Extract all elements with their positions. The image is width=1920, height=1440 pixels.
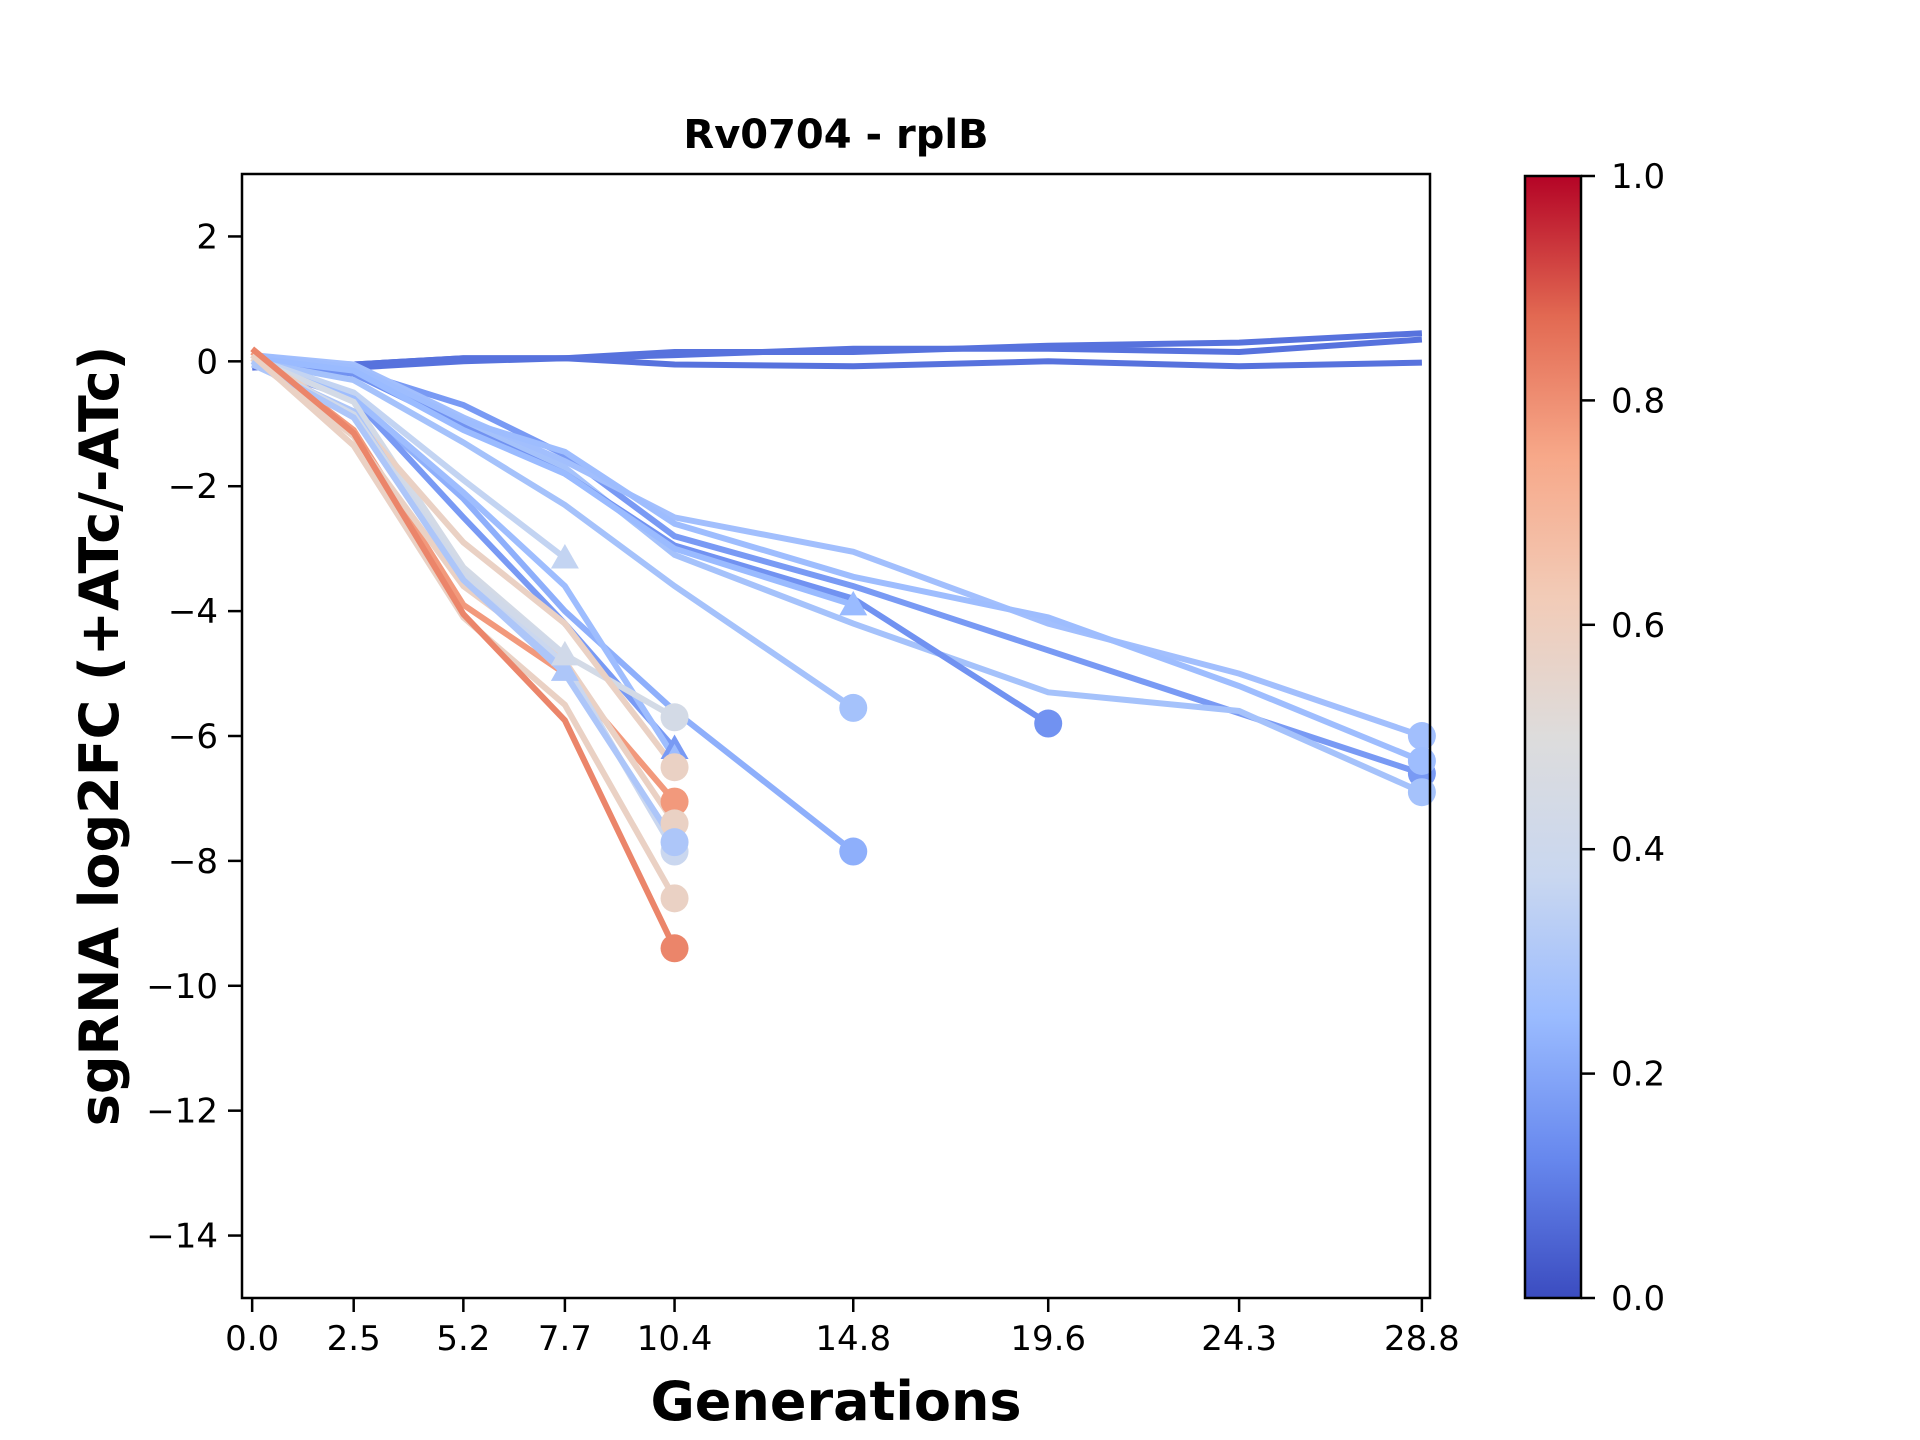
series-line-sg10 bbox=[251, 358, 855, 711]
y-tick-label: 2 bbox=[196, 217, 218, 257]
colorbar-tick-label: 0.8 bbox=[1611, 381, 1665, 421]
series-endpoint-sg16 bbox=[660, 753, 689, 782]
series-line-sg22 bbox=[250, 358, 678, 844]
x-tick-label: 10.4 bbox=[637, 1319, 713, 1359]
series-endpoint-sg5 bbox=[1407, 722, 1436, 750]
y-tick-label: −6 bbox=[168, 717, 218, 757]
series-line-sg24 bbox=[250, 346, 678, 950]
series-line-sg3 bbox=[252, 355, 1422, 370]
y-tick-label: −12 bbox=[146, 1092, 218, 1132]
colorbar-gradient bbox=[1523, 174, 1583, 1300]
x-axis: 0.0 2.5 5.2 7.7 10.4 14.8 19.6 24.3 28.8 bbox=[225, 1298, 1460, 1359]
x-tick-label: 5.2 bbox=[436, 1319, 490, 1359]
series-line-sg12 bbox=[251, 355, 567, 561]
x-tick-label: 7.7 bbox=[538, 1319, 592, 1359]
series-endpoint-sg8 bbox=[1034, 709, 1063, 738]
colorbar-tick-label: 0.2 bbox=[1611, 1055, 1665, 1095]
colorbar: 0.0 0.2 0.4 0.6 0.8 1.0 bbox=[1523, 157, 1665, 1319]
series-endpoint-sg22 bbox=[660, 828, 689, 857]
x-tick-label: 0.0 bbox=[225, 1319, 279, 1359]
series-endpoint-sg21 bbox=[550, 640, 579, 666]
series-endpoint-sg7 bbox=[1407, 746, 1436, 775]
colorbar-ticks: 0.0 0.2 0.4 0.6 0.8 1.0 bbox=[1581, 157, 1665, 1319]
colorbar-tick-label: 0.0 bbox=[1611, 1279, 1665, 1319]
x-tick-label: 24.3 bbox=[1201, 1319, 1277, 1359]
series-endpoint-sg10 bbox=[839, 693, 868, 722]
x-tick-label: 28.8 bbox=[1384, 1319, 1460, 1359]
series-line-sg2 bbox=[252, 336, 1423, 371]
y-tick-label: 0 bbox=[196, 342, 218, 382]
chart-title: Rv0704 - rplB bbox=[683, 112, 988, 158]
y-axis-label: sgRNA log2FC (+ATc/-ATc) bbox=[68, 346, 131, 1127]
y-tick-label: −4 bbox=[168, 592, 218, 632]
series-line-sg18 bbox=[250, 355, 678, 826]
series-endpoint-sg23 bbox=[660, 884, 689, 913]
x-tick-label: 2.5 bbox=[327, 1319, 381, 1359]
x-axis-label: Generations bbox=[650, 1370, 1021, 1433]
colorbar-tick-label: 0.6 bbox=[1611, 606, 1665, 646]
y-tick-label: −10 bbox=[146, 967, 218, 1007]
series-lines bbox=[250, 330, 1424, 950]
series-endpoint-sg6 bbox=[1407, 778, 1436, 807]
series-line-sg7 bbox=[251, 352, 1424, 764]
y-tick-label: −8 bbox=[168, 842, 218, 882]
colorbar-tick-label: 1.0 bbox=[1611, 157, 1665, 197]
series-endpoint-sg12 bbox=[550, 544, 579, 569]
series-endpoint-sg17 bbox=[660, 787, 689, 816]
series-endpoint-sg15 bbox=[660, 703, 689, 732]
y-tick-label: −2 bbox=[168, 467, 218, 507]
series-endpoint-sg24 bbox=[660, 934, 689, 963]
series-endpoint-sg20 bbox=[550, 656, 579, 681]
series-endpoint-sg11 bbox=[839, 837, 868, 866]
x-tick-label: 19.6 bbox=[1010, 1319, 1086, 1359]
y-tick-label: −14 bbox=[146, 1217, 218, 1257]
series-line-sg9 bbox=[251, 355, 855, 608]
x-tick-label: 14.8 bbox=[815, 1319, 891, 1359]
series-endpoint-sg9 bbox=[839, 590, 868, 616]
colorbar-tick-label: 0.4 bbox=[1611, 830, 1665, 870]
y-axis: 2 0 −2 −4 −6 −8 −10 −12 −14 bbox=[146, 217, 242, 1257]
